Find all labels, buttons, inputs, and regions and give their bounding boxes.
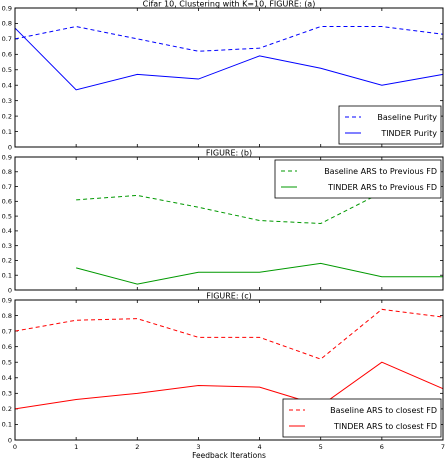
y-tick-label: 0.6 [2, 343, 12, 351]
y-tick-label: 0.5 [2, 212, 12, 220]
y-tick-label: 0.4 [2, 374, 12, 382]
y-tick-label: 0.8 [2, 312, 12, 320]
chart-title: FIGURE: (c) [206, 292, 252, 301]
y-tick-label: 0.2 [2, 405, 12, 413]
x-tick-label: 1 [74, 443, 78, 451]
series-line-baseline [14, 308, 444, 360]
x-axis-label: Feedback Iterations [192, 451, 266, 460]
x-tick-label: 0 [13, 443, 17, 451]
series-line-tinder [14, 27, 444, 91]
y-tick-label: 0 [8, 286, 12, 294]
series-line-baseline [14, 26, 444, 52]
series-line-tinder [14, 361, 444, 410]
y-tick-label: 0.5 [2, 66, 12, 74]
x-tick-label: 6 [380, 443, 384, 451]
y-tick-label: 0.1 [2, 421, 12, 429]
chart-title: FIGURE: (b) [206, 149, 252, 158]
y-tick-label: 0.7 [2, 35, 12, 43]
y-tick-label: 0.6 [2, 51, 12, 59]
legend-label: Baseline Purity [377, 113, 437, 122]
y-tick-label: 0.2 [2, 112, 12, 120]
legend-label: TINDER ARS to Previous FD [327, 183, 437, 192]
y-tick-label: 0.4 [2, 227, 12, 235]
panel-b: 0 0.1 0.2 0.3 0.4 0.5 0.6 0.7 0.8 0.9 FIGURE: (b) B… [2, 149, 444, 294]
y-tick-label: 0.3 [2, 97, 12, 105]
legend-label: Baseline ARS to closest FD [330, 406, 437, 415]
y-tick-label: 0.1 [2, 272, 12, 280]
y-tick-label: 0 [8, 436, 12, 444]
panel-c: 0 0.1 0.2 0.3 0.4 0.5 0.6 0.7 0.8 0.9 FIGURE: (c) B… [2, 292, 445, 460]
y-tick-label: 0.3 [2, 242, 12, 250]
x-tick-label: 7 [441, 443, 445, 451]
x-tick-label: 3 [196, 443, 200, 451]
y-tick-label: 0 [8, 143, 12, 151]
legend-label: Baseline ARS to Previous FD [324, 167, 437, 176]
y-tick-label: 0.7 [2, 327, 12, 335]
panel-a: 0 0.1 0.2 0.3 0.4 0.5 0.6 0.7 0.8 0.9 Cifar 10, Cl… [2, 0, 444, 151]
y-tick-label: 0.9 [2, 153, 12, 161]
y-tick-label: 0.6 [2, 198, 12, 206]
y-tick-label: 0.4 [2, 82, 12, 90]
legend-label: TINDER Purity [380, 129, 437, 138]
x-tick-label: 4 [258, 443, 262, 451]
plot-frame [14, 7, 444, 148]
y-tick-label: 0.9 [2, 296, 12, 304]
legend-box [338, 105, 442, 145]
y-tick-label: 0.3 [2, 390, 12, 398]
chart-title: Cifar 10, Clustering with K=10, FIGURE: … [143, 0, 316, 9]
y-tick-label: 0.9 [2, 4, 12, 12]
y-tick-label: 0.8 [2, 168, 12, 176]
plot-frame [14, 299, 444, 441]
y-tick-label: 0.2 [2, 257, 12, 265]
series-line-tinder [76, 262, 443, 285]
y-tick-label: 0.1 [2, 128, 12, 136]
legend-label: TINDER ARS to closest FD [333, 422, 437, 431]
y-tick-label: 0.8 [2, 20, 12, 28]
y-tick-label: 0.7 [2, 183, 12, 191]
plot-frame [14, 156, 444, 291]
legend-box [282, 398, 442, 438]
x-tick-label: 5 [319, 443, 323, 451]
y-tick-label: 0.5 [2, 359, 12, 367]
x-tick-label: 2 [135, 443, 139, 451]
legend-box [274, 159, 442, 199]
